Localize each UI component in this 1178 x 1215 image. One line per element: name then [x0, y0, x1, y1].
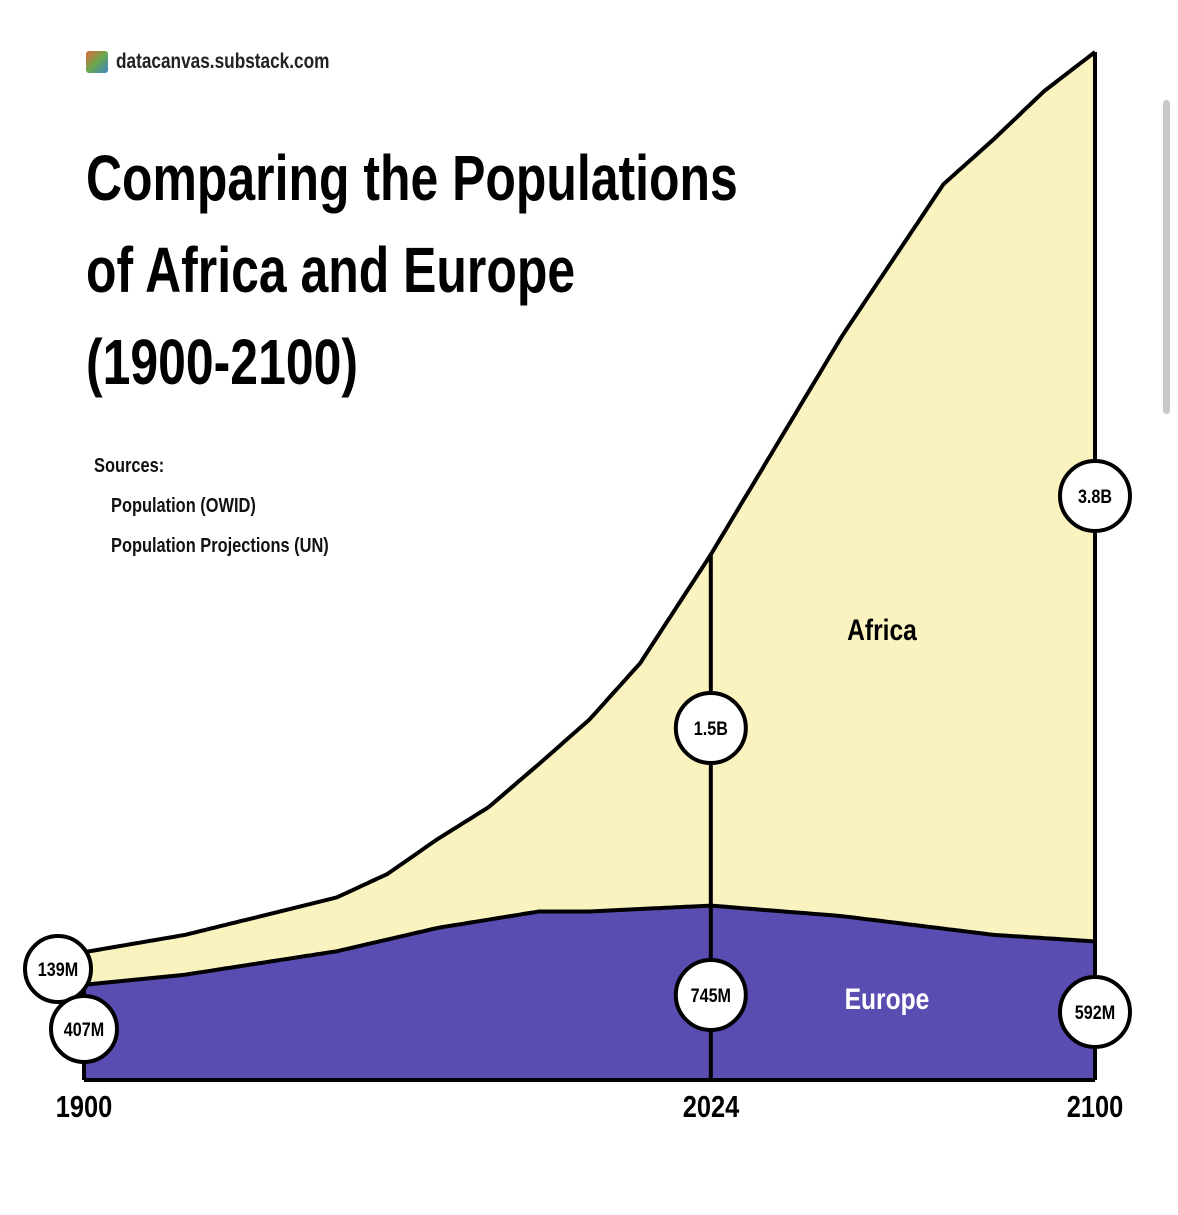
europe-area — [84, 905, 1095, 1080]
x-tick-2024: 2024 — [683, 1090, 740, 1125]
brand-url[interactable]: datacanvas.substack.com — [116, 50, 330, 73]
marker-circle-africa-2024 — [673, 691, 748, 765]
africa-top-line — [83, 50, 1097, 955]
x-tick-2100: 2100 — [1067, 1090, 1124, 1125]
marker-label-africa-1900: 139M — [38, 959, 78, 981]
x-tick-1900: 1900 — [56, 1090, 113, 1125]
sources-list: Population (OWID) Population Projections… — [94, 495, 377, 558]
substack-logo-icon — [86, 51, 108, 73]
sources-heading: Sources: — [94, 455, 165, 477]
area-label-europe: Europe — [845, 982, 930, 1016]
marker-circle-europe-2024 — [673, 958, 748, 1032]
brand[interactable]: datacanvas.substack.com — [86, 50, 376, 74]
marker-label-africa-2100: 3.8B — [1078, 486, 1112, 508]
marker-circle-africa-1900 — [23, 934, 93, 1004]
page-title: Comparing the Populations of Africa and … — [86, 142, 738, 398]
scrollbar[interactable] — [1163, 100, 1170, 414]
source-item-un: Population Projections (UN) — [111, 535, 329, 557]
marker-circle-africa-2100 — [1058, 459, 1132, 533]
africa-area — [84, 52, 1095, 985]
europe-top-line — [83, 903, 1096, 987]
sources-block: Sources: Population (OWID) Population Pr… — [94, 455, 377, 558]
marker-circle-europe-1900 — [49, 994, 119, 1064]
marker-circle-europe-2100 — [1058, 975, 1132, 1049]
area-label-africa: Africa — [847, 613, 917, 647]
marker-label-europe-2100: 592M — [1075, 1002, 1115, 1024]
marker-label-europe-1900: 407M — [64, 1019, 104, 1041]
marker-label-europe-2024: 745M — [691, 985, 731, 1007]
source-item-owid: Population (OWID) — [111, 495, 256, 517]
marker-label-africa-2024: 1.5B — [694, 718, 728, 740]
